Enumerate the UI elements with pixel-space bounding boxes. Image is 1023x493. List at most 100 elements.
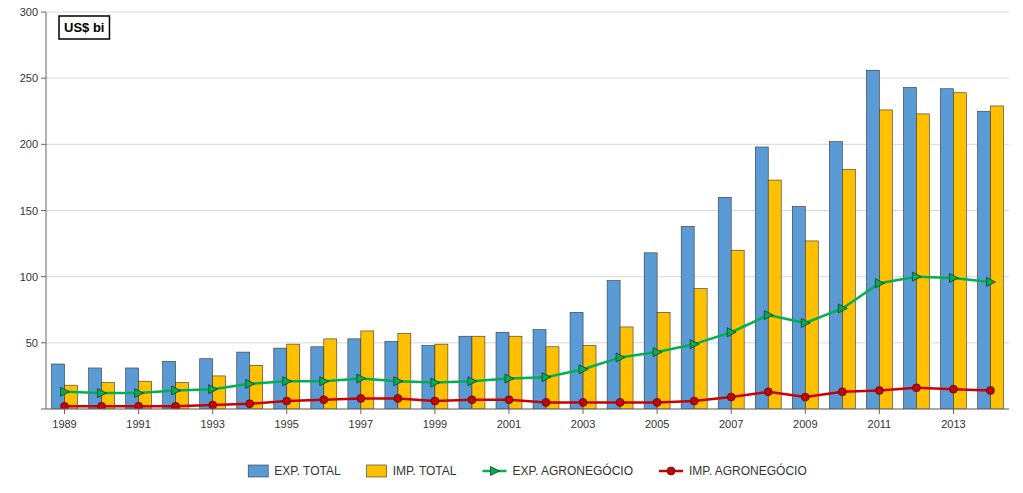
bar bbox=[570, 312, 583, 409]
legend: EXP. TOTALIMP. TOTALEXP. AGRONEGÓCIOIMP.… bbox=[248, 463, 807, 478]
marker bbox=[690, 397, 698, 405]
marker bbox=[727, 328, 736, 337]
bar bbox=[978, 111, 991, 409]
marker bbox=[246, 400, 254, 408]
bar bbox=[805, 241, 818, 409]
x-tick bbox=[583, 409, 584, 414]
y-tick bbox=[41, 210, 46, 211]
y-tick-label: 100 bbox=[20, 271, 38, 283]
marker bbox=[912, 272, 921, 281]
marker bbox=[61, 402, 69, 409]
x-tick bbox=[212, 409, 213, 414]
marker bbox=[579, 398, 587, 406]
y-tick bbox=[41, 409, 46, 410]
x-tick-label: 2007 bbox=[719, 418, 743, 430]
legend-marker bbox=[491, 467, 500, 476]
bar bbox=[694, 289, 707, 409]
line bbox=[65, 277, 991, 393]
bar bbox=[52, 364, 65, 409]
y-tick bbox=[41, 342, 46, 343]
bar bbox=[620, 327, 633, 409]
x-tick-label: 1997 bbox=[349, 418, 373, 430]
x-tick bbox=[731, 409, 732, 414]
marker bbox=[505, 396, 513, 404]
marker bbox=[653, 348, 662, 357]
marker bbox=[616, 398, 624, 406]
x-tick-label: 2011 bbox=[868, 418, 892, 430]
x-tick-label: 1993 bbox=[200, 418, 224, 430]
bar bbox=[990, 106, 1003, 409]
marker bbox=[357, 394, 365, 402]
grid-line bbox=[46, 144, 1009, 145]
bar bbox=[953, 93, 966, 409]
x-tick-label: 2009 bbox=[793, 418, 817, 430]
y-tick bbox=[41, 12, 46, 13]
y-tick-label: 200 bbox=[20, 138, 38, 150]
marker bbox=[283, 377, 292, 386]
bar bbox=[842, 169, 855, 409]
marker bbox=[986, 386, 994, 394]
y-tick bbox=[41, 78, 46, 79]
x-tick bbox=[286, 409, 287, 414]
marker bbox=[209, 385, 218, 394]
marker bbox=[172, 386, 181, 395]
marker bbox=[357, 374, 366, 383]
x-tick-label: 2001 bbox=[497, 418, 521, 430]
bar bbox=[644, 253, 657, 409]
bar bbox=[940, 89, 953, 409]
marker bbox=[320, 396, 328, 404]
marker bbox=[98, 402, 106, 409]
x-axis: 1989199119931995199719992001200320052007… bbox=[52, 409, 965, 430]
x-tick bbox=[138, 409, 139, 414]
marker bbox=[394, 394, 402, 402]
y-axis: 50100150200250300 bbox=[20, 6, 1009, 409]
marker bbox=[542, 398, 550, 406]
y-tick-label: 300 bbox=[20, 6, 38, 18]
marker bbox=[579, 365, 588, 374]
bar bbox=[163, 361, 176, 409]
marker bbox=[61, 387, 70, 396]
marker bbox=[949, 273, 958, 282]
x-tick-label: 1989 bbox=[52, 418, 76, 430]
bar-series bbox=[52, 70, 991, 409]
x-tick bbox=[879, 409, 880, 414]
bar bbox=[533, 330, 546, 409]
bar bbox=[916, 114, 929, 409]
marker bbox=[838, 388, 846, 396]
y-axis-line bbox=[46, 12, 47, 409]
marker bbox=[431, 397, 439, 405]
marker bbox=[468, 377, 477, 386]
marker bbox=[98, 389, 107, 398]
x-tick-label: 2005 bbox=[645, 418, 669, 430]
grid-line bbox=[46, 409, 1009, 410]
x-axis-line bbox=[46, 409, 1009, 410]
marker bbox=[653, 398, 661, 406]
legend-item: EXP. AGRONEGÓCIO bbox=[483, 463, 633, 478]
marker bbox=[838, 304, 847, 313]
x-tick-label: 1991 bbox=[126, 418, 150, 430]
marker bbox=[505, 374, 514, 383]
grid-line bbox=[46, 276, 1009, 277]
grid-line bbox=[46, 12, 1009, 13]
bar bbox=[768, 180, 781, 409]
x-tick bbox=[434, 409, 435, 414]
marker bbox=[875, 279, 884, 288]
legend-item: IMP. TOTAL bbox=[367, 464, 457, 478]
marker bbox=[801, 318, 810, 327]
x-tick-label: 2003 bbox=[571, 418, 595, 430]
y-tick bbox=[41, 144, 46, 145]
marker bbox=[986, 277, 995, 286]
marker bbox=[542, 373, 551, 382]
y-tick-label: 250 bbox=[20, 72, 38, 84]
x-tick bbox=[805, 409, 806, 414]
x-tick bbox=[657, 409, 658, 414]
marker bbox=[431, 378, 440, 387]
x-tick bbox=[508, 409, 509, 414]
bar bbox=[866, 70, 879, 409]
legend-label: EXP. TOTAL bbox=[274, 464, 341, 478]
line-series bbox=[61, 384, 995, 409]
marker bbox=[690, 340, 699, 349]
marker bbox=[727, 393, 735, 401]
marker bbox=[135, 402, 143, 409]
x-tick-label: 1995 bbox=[275, 418, 299, 430]
